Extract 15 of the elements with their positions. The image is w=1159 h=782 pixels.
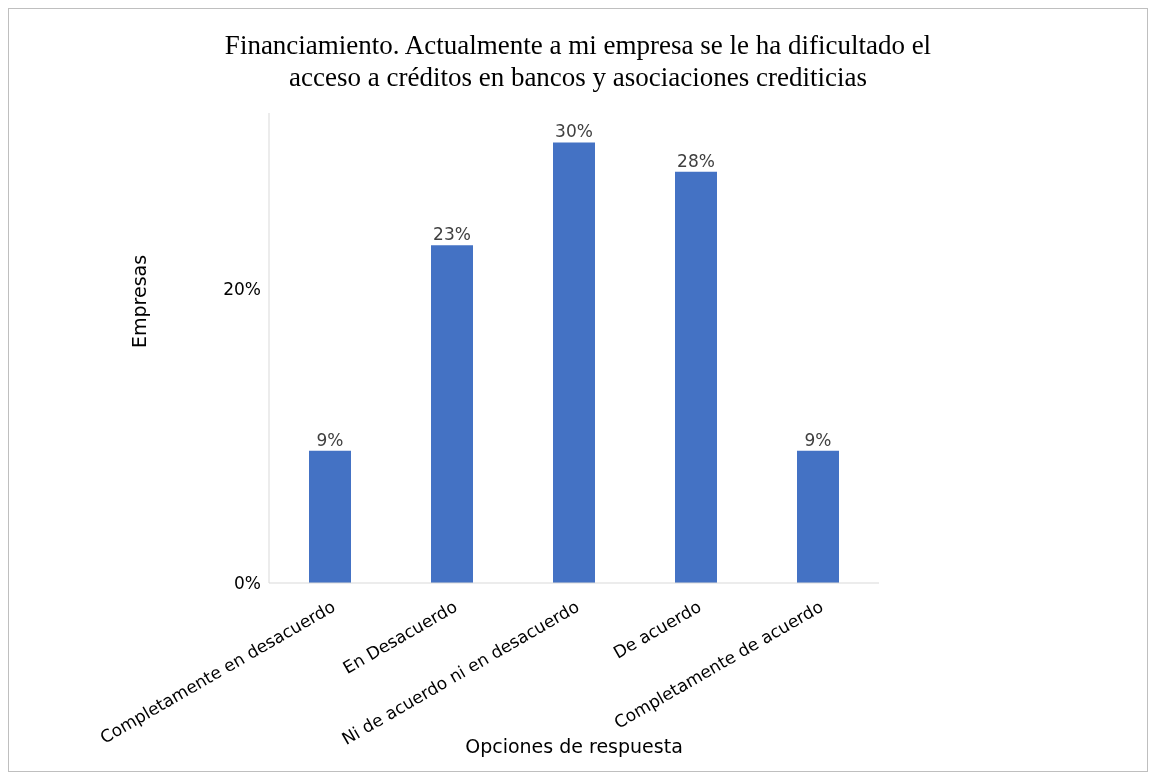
- data-label: 9%: [316, 429, 344, 450]
- data-label: 30%: [555, 121, 593, 142]
- data-label: 28%: [677, 150, 715, 171]
- bar: [675, 171, 717, 583]
- bar: [797, 450, 839, 583]
- data-label: 9%: [804, 429, 832, 450]
- y-axis-title: Empresas: [127, 254, 150, 348]
- bar: [431, 245, 473, 583]
- data-label: 23%: [433, 224, 471, 245]
- y-tick-label: 20%: [223, 279, 261, 300]
- x-axis-title: Opciones de respuesta: [465, 735, 683, 757]
- bar: [309, 450, 351, 583]
- bar: [553, 142, 595, 583]
- chart-title: Financiamiento. Actualmente a mi empresa se le ha dificultado el acceso a créditos en bancos y asociaciones crediticias: [223, 29, 933, 93]
- y-tick-label: 0%: [234, 573, 261, 594]
